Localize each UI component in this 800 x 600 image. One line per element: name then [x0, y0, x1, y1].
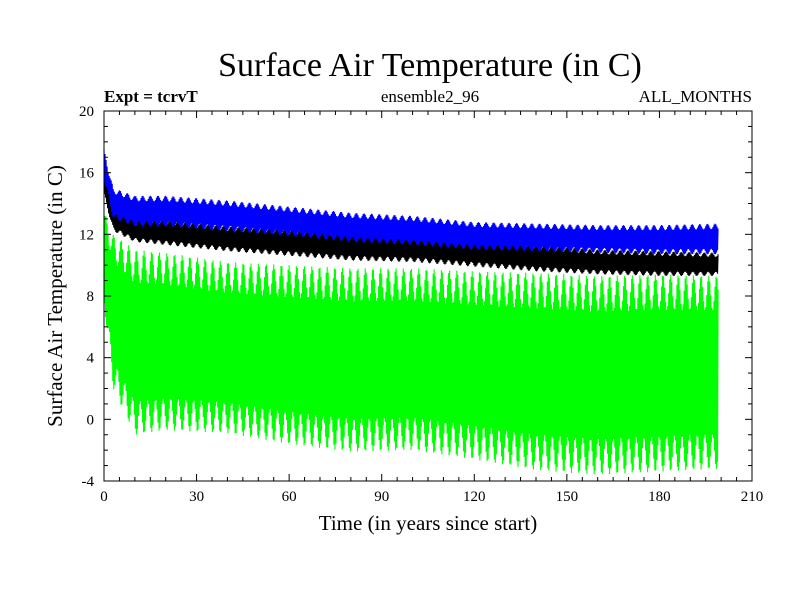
y-tick-label: 0	[87, 412, 95, 428]
x-tick-label: 90	[374, 489, 389, 505]
series-line-1	[103, 216, 719, 475]
ensemble-label: ensemble2_96	[381, 87, 479, 106]
x-tick-label: 120	[463, 489, 486, 505]
y-tick-label: 16	[79, 166, 95, 182]
y-tick-label: 8	[87, 289, 95, 305]
plot-area	[103, 149, 719, 475]
series-line-3	[103, 149, 719, 255]
y-tick-label: 4	[87, 351, 95, 367]
x-tick-label: 180	[648, 489, 671, 505]
x-tick-label: 150	[556, 489, 579, 505]
months-label: ALL_MONTHS	[639, 87, 752, 106]
x-tick-label: 30	[189, 489, 204, 505]
expt-label: Expt = tcrvT	[104, 87, 198, 106]
x-axis-label: Time (in years since start)	[319, 511, 538, 535]
y-tick-label: 12	[79, 227, 94, 243]
plot-frame	[103, 110, 753, 482]
x-tick-label: 0	[100, 489, 108, 505]
series-line-2	[103, 175, 719, 276]
x-tick-label: 210	[741, 489, 764, 505]
chart-title: Surface Air Temperature (in C)	[218, 47, 642, 84]
y-tick-label: 20	[79, 104, 94, 120]
x-tick-label: 60	[282, 489, 297, 505]
y-axis-label: Surface Air Temperature (in C)	[43, 165, 67, 427]
y-tick-label: -4	[82, 474, 95, 490]
